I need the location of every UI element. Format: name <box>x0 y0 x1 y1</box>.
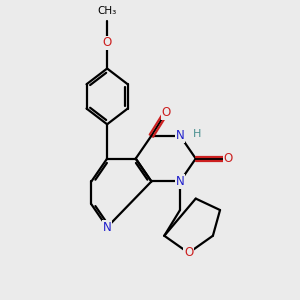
Text: H: H <box>193 129 201 139</box>
Text: N: N <box>176 175 184 188</box>
Text: CH₃: CH₃ <box>98 6 117 16</box>
Text: N: N <box>103 221 112 234</box>
Text: O: O <box>184 246 193 260</box>
Text: O: O <box>103 36 112 49</box>
Text: N: N <box>176 129 184 142</box>
Text: O: O <box>161 106 170 119</box>
Text: O: O <box>224 152 233 165</box>
